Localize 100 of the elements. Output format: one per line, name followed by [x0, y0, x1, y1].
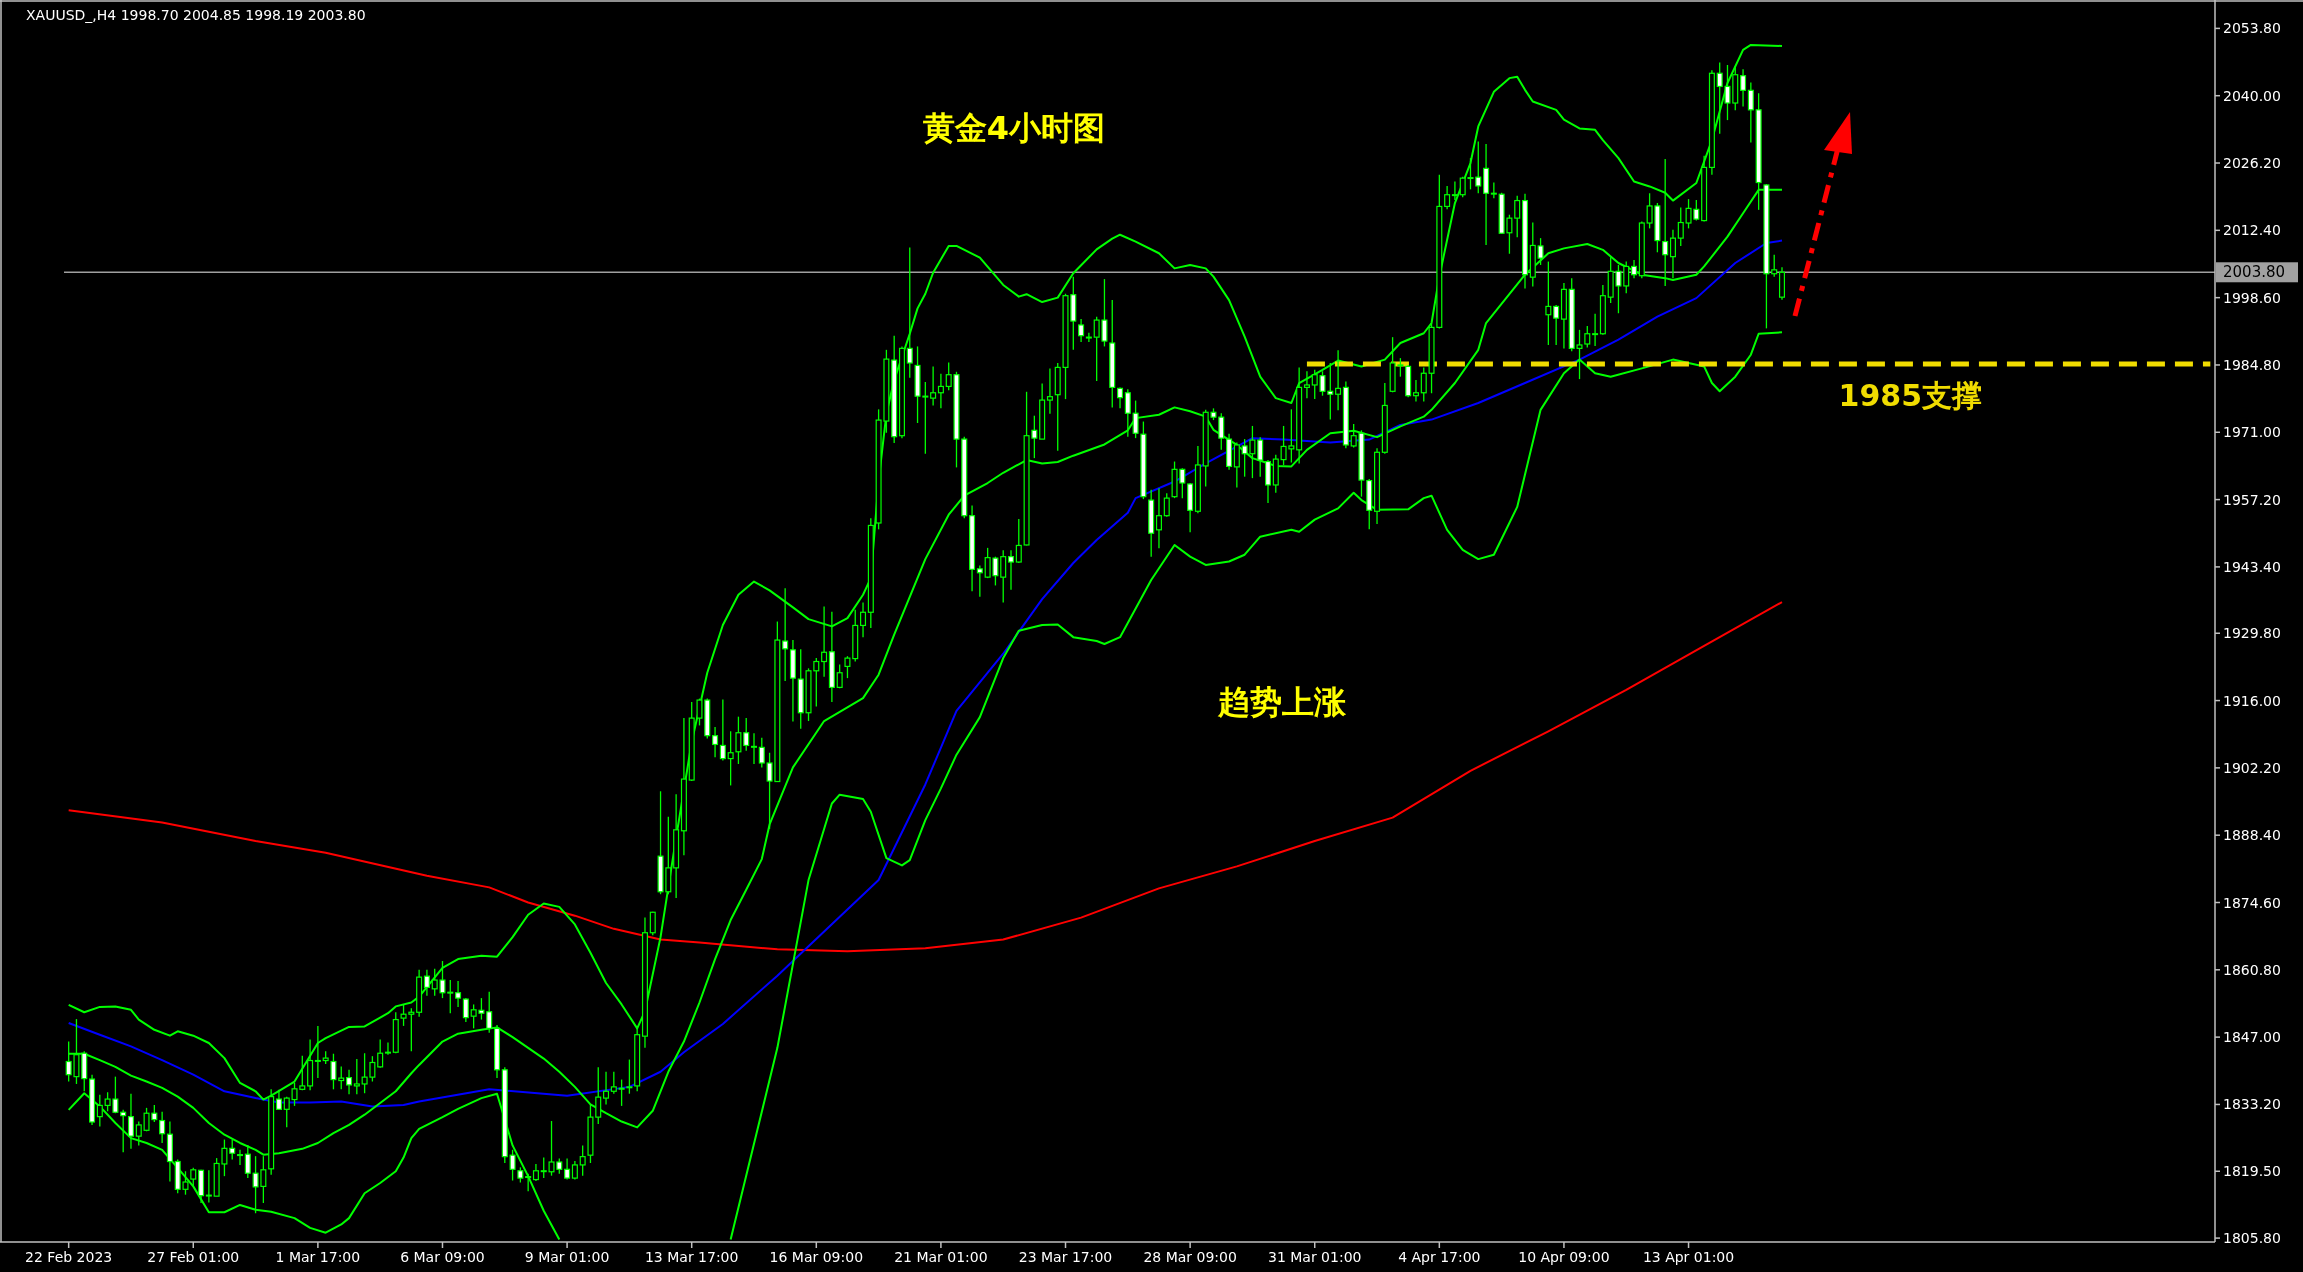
- y-tick-label: 1957.20: [2223, 491, 2281, 508]
- y-tick-label: 1929.80: [2223, 625, 2281, 642]
- candlestick: [564, 1157, 571, 1181]
- candlestick: [906, 246, 913, 379]
- candlestick: [1740, 68, 1747, 108]
- candlestick: [384, 1041, 391, 1056]
- candlestick: [1085, 332, 1092, 343]
- candlestick: [735, 716, 742, 765]
- candlestick: [1000, 549, 1007, 604]
- candlestick: [610, 1071, 617, 1095]
- x-tick-label: 1 Mar 17:00: [275, 1249, 361, 1265]
- x-tick-label: 16 Mar 09:00: [769, 1249, 864, 1265]
- candlestick: [1303, 370, 1310, 399]
- candlestick: [1132, 399, 1139, 439]
- y-tick-label: 2026.20: [2223, 155, 2281, 172]
- candlestick: [1545, 260, 1552, 346]
- candlestick: [743, 717, 750, 752]
- candlestick: [1747, 81, 1754, 144]
- line-series: [67, 601, 1783, 953]
- y-tick-label: 2053.80: [2223, 20, 2281, 37]
- x-tick-label: 31 Mar 01:00: [1267, 1249, 1362, 1265]
- candlestick: [1553, 304, 1560, 346]
- candlestick: [930, 365, 937, 407]
- candlestick: [821, 605, 828, 678]
- candlestick: [1514, 195, 1521, 238]
- x-tick-label: 4 Apr 17:00: [1398, 1249, 1481, 1265]
- x-tick-label: 9 Mar 01:00: [524, 1249, 610, 1265]
- x-tick-label: 22 Feb 2023: [25, 1249, 113, 1265]
- candlestick: [314, 1025, 321, 1079]
- candlestick: [377, 1038, 384, 1069]
- candlestick: [1078, 318, 1085, 343]
- y-tick-label: 1916.00: [2223, 692, 2281, 709]
- x-tick-label: 28 Mar 09:00: [1143, 1249, 1237, 1265]
- candlestick: [1155, 487, 1162, 550]
- candlestick: [712, 726, 719, 758]
- candlestick: [1537, 237, 1544, 266]
- candlestick: [976, 564, 983, 598]
- x-tick-label: 13 Apr 01:00: [1642, 1249, 1735, 1265]
- y-tick-label: 1833.20: [2223, 1096, 2281, 1113]
- candlestick: [346, 1069, 353, 1095]
- y-tick-label: 2012.40: [2223, 222, 2281, 239]
- candlestick: [1117, 386, 1124, 410]
- candlestick: [1631, 259, 1638, 279]
- chart-subtitle: XAUUSD_,H4 1998.70 2004.85 1998.19 2003.80: [26, 7, 366, 23]
- x-tick-label: 6 Mar 09:00: [400, 1249, 485, 1265]
- candlestick: [1592, 313, 1599, 347]
- candlestick: [423, 969, 430, 997]
- candlestick: [120, 1109, 127, 1153]
- candlestick: [1046, 367, 1053, 415]
- candlestick: [1444, 185, 1451, 211]
- x-tick-label: 21 Mar 01:00: [894, 1249, 988, 1265]
- x-tick-label: 10 Apr 09:00: [1518, 1249, 1610, 1265]
- y-tick-label: 1805.80: [2223, 1230, 2281, 1247]
- y-tick-label: 1971.00: [2223, 424, 2281, 441]
- candlestick: [782, 587, 789, 682]
- x-tick-label: 13 Mar 17:00: [644, 1249, 739, 1265]
- candlestick: [1412, 379, 1419, 403]
- y-tick-label: 1943.40: [2223, 558, 2281, 575]
- candlestick: [159, 1111, 166, 1144]
- candlestick: [579, 1144, 586, 1177]
- candlestick: [626, 1058, 633, 1095]
- y-tick-label: 1902.20: [2223, 759, 2281, 776]
- candlestick: [486, 991, 493, 1034]
- candlestick: [750, 732, 758, 765]
- candlestick: [236, 1149, 244, 1166]
- annotation: 趋势上涨: [1217, 683, 1347, 721]
- candlestick: [1007, 549, 1015, 591]
- candlestick: [1124, 388, 1131, 438]
- candlestick: [727, 730, 734, 787]
- y-tick-label: 1860.80: [2223, 961, 2281, 978]
- candlestick: [205, 1169, 212, 1204]
- text: 黄金4小时图: [922, 109, 1106, 147]
- y-tick-label: 2040.00: [2223, 87, 2281, 104]
- series-label: 1985支撑: [1838, 377, 1983, 413]
- candlestick: [1771, 254, 1778, 278]
- candlestick: [1015, 518, 1022, 564]
- candlestick: [1257, 436, 1264, 478]
- y-tick-label: 1984.80: [2223, 356, 2281, 373]
- candlestick: [937, 373, 944, 410]
- candlestick: [1264, 459, 1272, 504]
- candlestick: [509, 1149, 516, 1182]
- candlestick: [618, 1078, 625, 1107]
- candlestick: [1669, 229, 1676, 279]
- candlestick: [719, 698, 726, 762]
- candlestick: [190, 1167, 197, 1188]
- candlestick: [1163, 492, 1170, 518]
- x-tick-label: 27 Feb 01:00: [147, 1249, 240, 1265]
- candlestick: [455, 980, 462, 1008]
- line-series: [729, 331, 1783, 1241]
- y-tick-label: 1874.60: [2223, 894, 2281, 911]
- y-tick-label: 1847.00: [2223, 1029, 2281, 1046]
- y-tick-label: 1819.50: [2223, 1163, 2281, 1180]
- candlestick: [1335, 349, 1342, 411]
- ref-line-label: 2003.80: [2223, 263, 2286, 282]
- x-tick-label: 23 Mar 17:00: [1018, 1249, 1113, 1265]
- candlestick: [1233, 441, 1240, 489]
- candlestick: [758, 736, 765, 769]
- candlestick: [1451, 180, 1458, 201]
- y-tick-label: 1998.60: [2223, 289, 2281, 306]
- candlestick: [603, 1071, 610, 1106]
